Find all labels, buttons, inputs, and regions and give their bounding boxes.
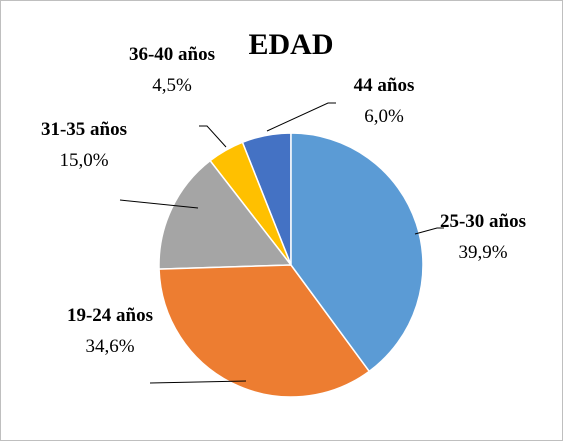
data-label: 31-35 años 15,0% [39, 114, 129, 176]
leader-lines [119, 102, 444, 384]
chart-title: EDAD [248, 28, 334, 61]
value-label: 15,0% [59, 150, 109, 171]
data-label: 25-30 años 39,9% [438, 206, 528, 268]
value-label: 34,6% [85, 336, 135, 357]
leader-line [266, 102, 336, 132]
value-label: 39,9% [458, 242, 508, 263]
data-label: 36-40 años 4,5% [127, 39, 217, 101]
category-label: 31-35 años [40, 119, 128, 140]
data-label: 19-24 años 34,6% [65, 300, 155, 362]
pie-slice [158, 264, 371, 398]
category-label: 36-40 años [128, 44, 216, 65]
leader-line [199, 125, 227, 148]
category-label: 19-24 años [66, 305, 154, 326]
pie-slice [158, 159, 293, 270]
value-label: 6,0% [364, 106, 404, 127]
data-label: 44 años 6,0% [324, 70, 444, 132]
leader-line [119, 199, 199, 209]
leader-line [149, 380, 247, 384]
category-label: 44 años [353, 75, 415, 96]
category-label: 25-30 años [439, 211, 527, 232]
pie-slice [290, 132, 424, 373]
value-label: 4,5% [152, 75, 192, 96]
leader-line [414, 227, 444, 235]
